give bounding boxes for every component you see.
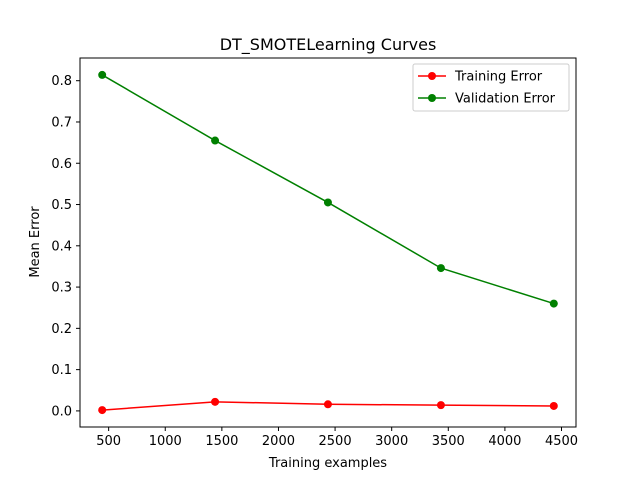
series-1-point (436, 264, 445, 273)
y-tick-label: 0.7 (51, 115, 72, 130)
x-tick-label: 500 (96, 434, 121, 449)
x-tick-label: 1500 (205, 434, 238, 449)
x-tick-label: 1000 (149, 434, 182, 449)
x-tick-label: 3500 (432, 434, 465, 449)
legend-marker (428, 94, 436, 102)
chart-legend: Training Error Validation Error (412, 63, 570, 112)
y-tick-label: 0.2 (51, 322, 72, 337)
series-layer (98, 70, 558, 415)
plot-area-frame (79, 57, 577, 428)
series-0-point (211, 397, 220, 406)
series-1-point (323, 198, 332, 207)
y-tick-label: 0.0 (51, 404, 72, 419)
series-0-point (436, 401, 445, 410)
series-0-point (98, 406, 107, 415)
ticks-layer: 500 1000 1500 2000 2500 3000 3500 4000 4500 0.0 0.… (51, 74, 578, 449)
x-tick-label: 2000 (262, 434, 295, 449)
x-tick-label: 3000 (375, 434, 408, 449)
legend-marker (428, 72, 436, 80)
x-tick-label: 4000 (488, 434, 521, 449)
series-1-point (549, 299, 558, 308)
y-tick-label: 0.3 (51, 281, 72, 296)
y-tick-label: 0.6 (51, 157, 72, 172)
legend-label: Validation Error (455, 92, 556, 107)
legend-box (412, 63, 570, 112)
y-tick-label: 0.4 (51, 239, 72, 254)
y-tick-label: 0.8 (51, 74, 72, 89)
x-tick-label: 4500 (545, 434, 578, 449)
series-1-point (98, 70, 107, 79)
chart-title: DT_SMOTELearning Curves (220, 35, 437, 55)
series-1-point (211, 136, 220, 145)
y-tick-label: 0.1 (51, 363, 72, 378)
y-axis-title: Mean Error (28, 206, 43, 278)
x-tick-label: 2500 (319, 434, 352, 449)
x-axis-title: Training examples (268, 456, 387, 471)
y-tick-label: 0.5 (51, 198, 72, 213)
series-0-point (549, 401, 558, 410)
legend-label: Training Error (454, 70, 543, 85)
series-0-point (323, 400, 332, 409)
